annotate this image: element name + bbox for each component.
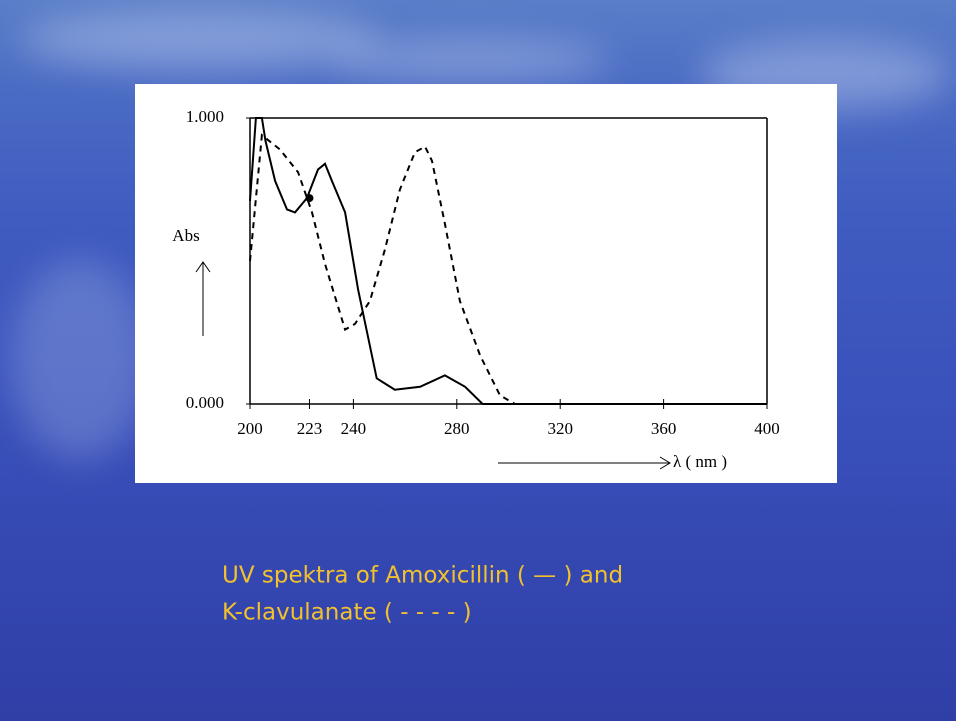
- marker-point: [305, 194, 314, 203]
- x-tick-label: 240: [341, 419, 367, 438]
- x-tick-label: 400: [754, 419, 780, 438]
- x-tick-label: 320: [547, 419, 573, 438]
- series-line: [249, 133, 516, 405]
- x-axis-label: λ ( nm ): [673, 452, 727, 471]
- x-arrowhead: [659, 456, 671, 470]
- y-tick-label: 0.000: [186, 393, 224, 412]
- caption: K-clavulanate ( - - - - ): [222, 600, 472, 626]
- y-tick-label: 1.000: [186, 107, 224, 126]
- series-line: [249, 117, 767, 405]
- y-arrowhead: [195, 261, 211, 273]
- x-tick-label: 200: [237, 419, 263, 438]
- x-tick-label: 280: [444, 419, 470, 438]
- chart-panel: [135, 84, 837, 483]
- caption: UV spektra of Amoxicillin ( — ) and: [222, 563, 623, 589]
- x-tick-label: 223: [297, 419, 323, 438]
- y-axis-label: Abs: [172, 226, 199, 245]
- x-tick-label: 360: [651, 419, 677, 438]
